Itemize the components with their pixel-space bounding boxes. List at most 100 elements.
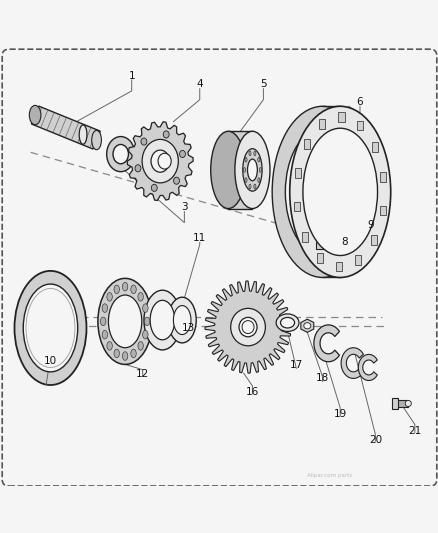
Ellipse shape bbox=[151, 150, 169, 172]
Text: 13: 13 bbox=[182, 323, 195, 333]
Ellipse shape bbox=[248, 151, 251, 156]
Ellipse shape bbox=[92, 131, 101, 150]
Polygon shape bbox=[370, 235, 376, 245]
Ellipse shape bbox=[29, 106, 41, 125]
Ellipse shape bbox=[142, 304, 148, 312]
Ellipse shape bbox=[302, 128, 377, 255]
Ellipse shape bbox=[280, 318, 294, 328]
Polygon shape bbox=[315, 243, 337, 249]
Ellipse shape bbox=[259, 167, 261, 172]
Polygon shape bbox=[303, 139, 309, 149]
Ellipse shape bbox=[173, 177, 179, 184]
Polygon shape bbox=[391, 398, 397, 409]
Ellipse shape bbox=[289, 106, 390, 278]
Ellipse shape bbox=[158, 154, 171, 169]
Ellipse shape bbox=[243, 167, 245, 172]
Polygon shape bbox=[339, 106, 345, 278]
Ellipse shape bbox=[131, 285, 136, 294]
Ellipse shape bbox=[106, 136, 134, 172]
Ellipse shape bbox=[242, 149, 261, 191]
Ellipse shape bbox=[244, 157, 247, 162]
Polygon shape bbox=[127, 122, 193, 200]
Ellipse shape bbox=[247, 159, 257, 181]
Text: 17: 17 bbox=[289, 360, 302, 370]
Text: Allpar.com parts: Allpar.com parts bbox=[306, 473, 351, 478]
Polygon shape bbox=[316, 253, 322, 263]
Text: 8: 8 bbox=[340, 237, 347, 247]
Text: 6: 6 bbox=[356, 97, 363, 107]
Polygon shape bbox=[228, 131, 252, 208]
Ellipse shape bbox=[142, 140, 178, 183]
Text: 1: 1 bbox=[128, 70, 135, 80]
Polygon shape bbox=[301, 232, 307, 241]
Text: 20: 20 bbox=[368, 435, 381, 445]
Ellipse shape bbox=[257, 157, 259, 162]
Ellipse shape bbox=[114, 285, 119, 294]
Ellipse shape bbox=[168, 297, 196, 343]
Ellipse shape bbox=[142, 330, 148, 339]
Ellipse shape bbox=[98, 278, 152, 365]
Ellipse shape bbox=[138, 293, 143, 301]
Ellipse shape bbox=[230, 309, 265, 346]
Ellipse shape bbox=[210, 131, 245, 208]
Ellipse shape bbox=[179, 150, 185, 158]
Polygon shape bbox=[379, 173, 385, 182]
Polygon shape bbox=[335, 262, 341, 271]
Polygon shape bbox=[379, 206, 385, 215]
Ellipse shape bbox=[163, 131, 169, 138]
Text: 10: 10 bbox=[44, 356, 57, 366]
Polygon shape bbox=[371, 142, 378, 152]
Ellipse shape bbox=[334, 232, 345, 238]
Text: 4: 4 bbox=[196, 79, 203, 90]
Ellipse shape bbox=[144, 290, 180, 350]
Polygon shape bbox=[300, 319, 313, 333]
Ellipse shape bbox=[257, 178, 259, 182]
Ellipse shape bbox=[238, 317, 257, 337]
Text: 11: 11 bbox=[193, 233, 206, 243]
Ellipse shape bbox=[108, 295, 141, 348]
Ellipse shape bbox=[303, 322, 310, 329]
Text: 18: 18 bbox=[315, 374, 328, 383]
Ellipse shape bbox=[106, 293, 112, 301]
Ellipse shape bbox=[138, 342, 143, 350]
Ellipse shape bbox=[276, 314, 298, 332]
Ellipse shape bbox=[106, 342, 112, 350]
Ellipse shape bbox=[248, 184, 251, 189]
Text: 9: 9 bbox=[367, 220, 374, 230]
Ellipse shape bbox=[141, 138, 147, 145]
Polygon shape bbox=[340, 348, 363, 378]
Ellipse shape bbox=[144, 317, 149, 326]
Ellipse shape bbox=[100, 317, 106, 326]
Text: 12: 12 bbox=[136, 369, 149, 379]
Ellipse shape bbox=[122, 352, 127, 360]
Text: 16: 16 bbox=[245, 386, 258, 397]
Ellipse shape bbox=[244, 178, 247, 182]
Text: 5: 5 bbox=[259, 79, 266, 90]
Ellipse shape bbox=[113, 144, 128, 164]
Ellipse shape bbox=[79, 125, 87, 144]
Ellipse shape bbox=[131, 349, 136, 358]
Ellipse shape bbox=[14, 271, 86, 385]
Polygon shape bbox=[205, 281, 290, 373]
Ellipse shape bbox=[253, 151, 255, 156]
Polygon shape bbox=[32, 106, 100, 149]
Text: 21: 21 bbox=[407, 426, 420, 436]
Ellipse shape bbox=[135, 165, 141, 172]
Polygon shape bbox=[338, 112, 344, 122]
Ellipse shape bbox=[173, 305, 191, 335]
Polygon shape bbox=[313, 325, 339, 362]
Text: 19: 19 bbox=[333, 409, 346, 418]
Ellipse shape bbox=[234, 131, 269, 208]
Ellipse shape bbox=[23, 284, 78, 372]
Ellipse shape bbox=[102, 330, 107, 339]
Ellipse shape bbox=[253, 184, 255, 189]
Polygon shape bbox=[318, 119, 325, 128]
Polygon shape bbox=[357, 121, 363, 131]
Ellipse shape bbox=[241, 321, 254, 334]
Ellipse shape bbox=[102, 304, 107, 312]
Polygon shape bbox=[294, 168, 300, 178]
Ellipse shape bbox=[404, 400, 410, 407]
Ellipse shape bbox=[285, 128, 359, 255]
Polygon shape bbox=[293, 201, 300, 211]
Ellipse shape bbox=[122, 282, 127, 291]
